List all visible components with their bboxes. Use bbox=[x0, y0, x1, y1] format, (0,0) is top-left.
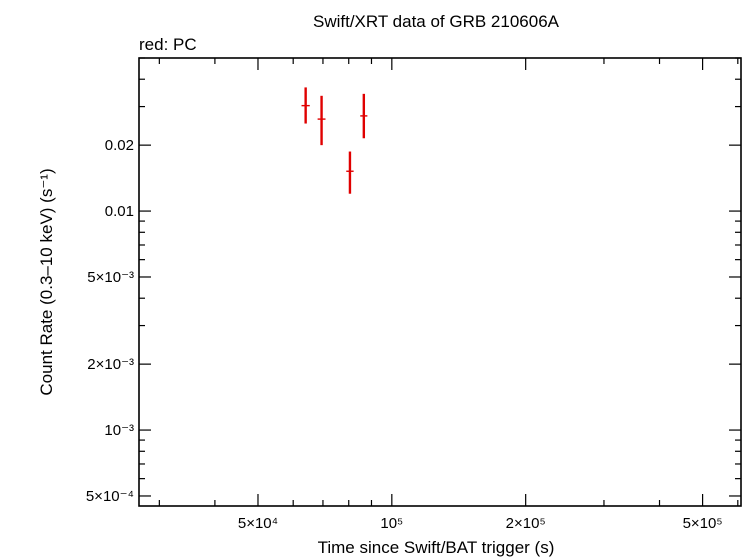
y-tick-label: 5×10⁻⁴ bbox=[86, 488, 134, 505]
y-axis-label: Count Rate (0.3–10 keV) (s⁻¹) bbox=[37, 168, 56, 395]
data-points bbox=[301, 87, 368, 194]
y-tick-label: 10⁻³ bbox=[104, 422, 134, 439]
chart-title: Swift/XRT data of GRB 210606A bbox=[313, 12, 560, 31]
chart-subtitle: red: PC bbox=[139, 35, 197, 54]
y-tick-label: 0.02 bbox=[105, 137, 134, 154]
data-point bbox=[346, 151, 354, 194]
x-axis-label: Time since Swift/BAT trigger (s) bbox=[318, 538, 555, 557]
plot-frame bbox=[138, 57, 742, 507]
x-tick-label: 2×10⁵ bbox=[506, 515, 546, 532]
data-point bbox=[360, 93, 368, 139]
data-point bbox=[301, 87, 310, 124]
x-tick-label: 10⁵ bbox=[380, 515, 403, 532]
y-tick-label: 0.01 bbox=[105, 203, 134, 220]
data-point bbox=[317, 95, 326, 146]
y-tick-label: 5×10⁻³ bbox=[87, 269, 134, 286]
minor-ticks bbox=[139, 57, 741, 506]
x-tick-label: 5×10⁴ bbox=[238, 515, 278, 532]
major-ticks bbox=[139, 58, 741, 506]
x-tick-label: 5×10⁵ bbox=[683, 515, 723, 532]
y-tick-label: 2×10⁻³ bbox=[87, 356, 134, 373]
tick-labels: 5×10⁴ 10⁵ 2×10⁵ 5×10⁵ 0.02 0.01 5×10⁻³ 2×10⁻³ 10… bbox=[86, 137, 723, 532]
